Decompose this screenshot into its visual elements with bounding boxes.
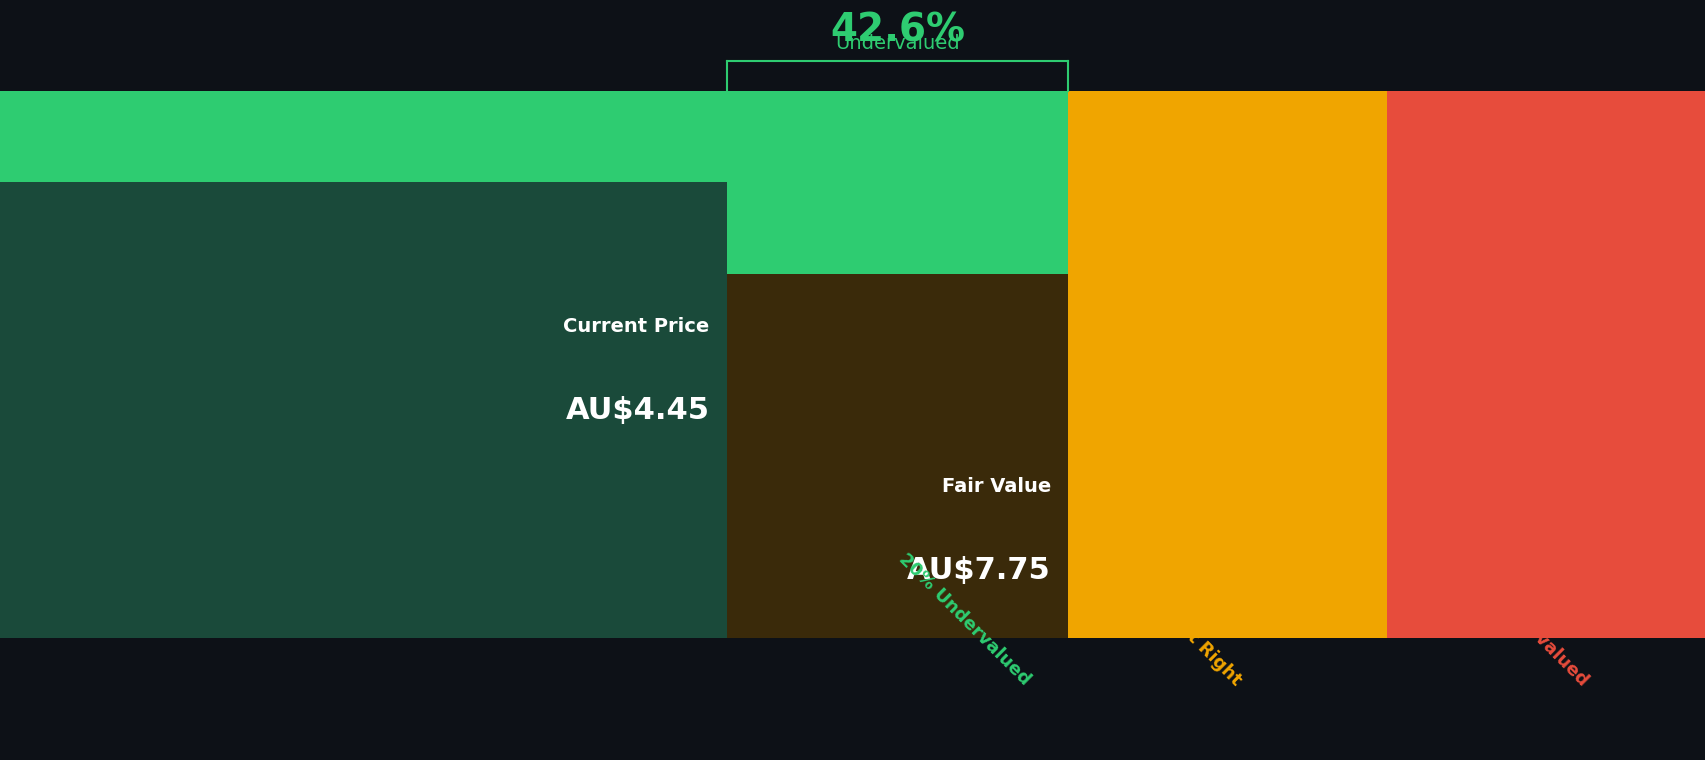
FancyBboxPatch shape [0,274,726,638]
Text: Fair Value: Fair Value [941,477,1050,496]
FancyBboxPatch shape [0,182,726,547]
Text: AU$7.75: AU$7.75 [907,556,1050,584]
FancyBboxPatch shape [0,547,1067,638]
FancyBboxPatch shape [1067,182,1386,547]
FancyBboxPatch shape [1067,547,1386,638]
FancyBboxPatch shape [0,182,1067,547]
Text: 20% Undervalued: 20% Undervalued [895,550,1033,689]
FancyBboxPatch shape [726,274,1067,638]
Text: About Right: About Right [1146,591,1243,689]
FancyBboxPatch shape [0,91,1067,182]
FancyBboxPatch shape [1386,547,1705,638]
FancyBboxPatch shape [0,547,1067,638]
FancyBboxPatch shape [1386,182,1705,547]
Text: 20% Overvalued: 20% Overvalued [1461,559,1591,689]
Text: Undervalued: Undervalued [834,34,960,53]
FancyBboxPatch shape [1386,91,1705,182]
Text: Current Price: Current Price [563,318,709,336]
Text: AU$4.45: AU$4.45 [566,396,709,425]
Text: 42.6%: 42.6% [829,11,965,49]
FancyBboxPatch shape [1067,91,1386,182]
